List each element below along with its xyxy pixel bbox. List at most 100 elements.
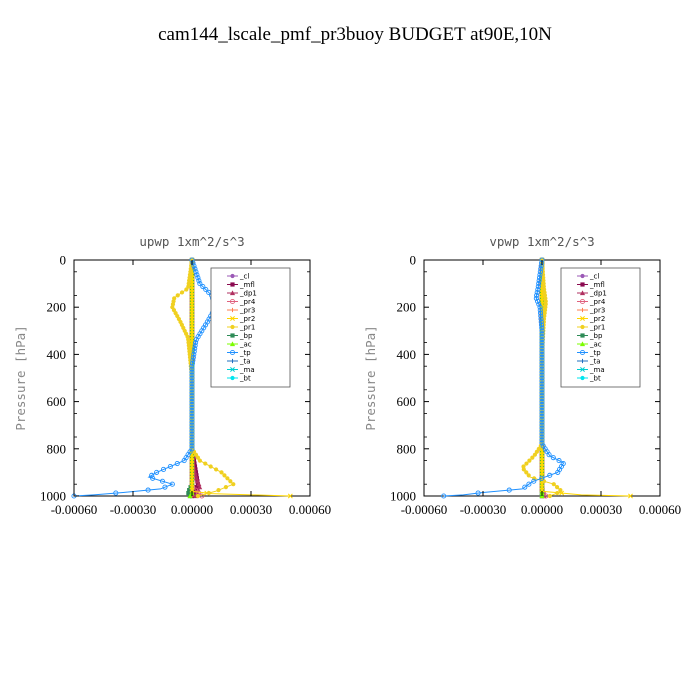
y-tick-label: 600 [397,394,417,409]
series-marker [189,378,195,384]
legend-label: _pr4 [239,298,256,306]
x-tick-label: 0.00000 [171,502,213,517]
series-marker [192,490,197,496]
series-marker [195,493,200,499]
series-marker [187,493,193,499]
series-marker [213,467,219,472]
series-marker [537,310,544,316]
legend-label: _pr4 [589,298,606,306]
series-marker [539,342,545,349]
series-marker [543,299,548,304]
series-marker [203,286,209,293]
series-marker [538,266,544,272]
series-marker [189,360,195,366]
series-marker [521,467,526,472]
panel-vpwp: vpwp 1xm^2/s^3 Pressure [hPa] -0.00060 -0… [363,234,681,517]
legend-label: _ma [589,366,605,374]
series-marker [539,369,545,375]
legend-label: _pr3 [239,307,255,315]
series-marker [524,461,529,466]
legend-marker [230,316,235,321]
series-marker [193,269,199,275]
series-marker [197,281,203,287]
legend-item: _pr2 [577,315,605,323]
legend-marker [229,290,236,296]
legend-item: _dp1 [227,290,257,298]
legend-label: _ac [589,341,602,349]
series-marker [189,422,195,428]
series-marker [558,488,563,493]
series-marker [189,396,195,402]
series-marker [189,366,195,372]
series-marker [189,393,195,399]
legend-marker [229,298,236,305]
series-marker [186,490,191,496]
series-marker [539,390,545,396]
x-tick-label: -0.00060 [51,502,98,517]
series-marker [538,322,545,328]
legend-marker [230,282,235,287]
series-marker [539,428,545,434]
series-marker [539,399,545,405]
legend-item: _ma [577,366,605,374]
legend-item: _bp [577,332,603,340]
series-marker [174,460,180,467]
legend-item: _mfl [227,281,255,289]
series-marker [190,260,196,266]
series-marker [547,493,552,499]
series-marker [539,345,545,352]
series-marker [441,493,447,499]
legend-item: _mfl [577,281,605,289]
series-marker [189,443,195,449]
legend-label: _cl [239,273,249,281]
legend-item: _tp [227,349,251,357]
legend-label: _mfl [239,281,255,289]
legend-label: _ac [239,341,252,349]
series-marker [184,287,189,292]
series-marker [556,458,562,464]
legend-marker [229,349,236,356]
series-marker [189,419,195,425]
series-marker [189,437,195,443]
series-marker [189,381,195,387]
legend-label: _ta [589,358,601,366]
legend-label: _ma [239,366,255,374]
legend-label: _tp [589,349,601,357]
y-tick-label: 800 [47,441,67,456]
series-marker [539,437,545,443]
series-marker [539,381,545,387]
series-marker [526,473,531,478]
series-marker [534,292,540,298]
series-marker [189,399,195,405]
legend-marker [229,341,236,347]
series-marker [538,319,544,325]
legend-item: _ac [227,341,252,349]
series-marker [522,484,528,490]
series-marker [539,354,545,360]
series-marker [181,458,187,464]
series-marker [539,422,545,428]
legend: _cl_mfl_dp1_pr4_pr3_pr2_pr1_bp_ac_tp_ta_… [210,267,291,388]
legend-marker [579,349,586,356]
legend-item: _pr1 [227,324,255,332]
series-marker [189,416,195,422]
series-marker [145,487,151,493]
legend-item: _ac [577,341,602,349]
series-marker [167,463,173,470]
series-marker [539,360,545,366]
legend: _cl_mfl_dp1_pr4_pr3_pr2_pr1_bp_ac_tp_ta_… [560,267,641,388]
series-marker [539,393,545,399]
legend-marker [579,298,586,305]
series-marker [216,488,221,493]
legend-marker [230,367,235,372]
legend-item: _cl [227,273,249,281]
series-marker [546,452,552,458]
series-marker [524,470,529,475]
legend-label: _pr3 [589,307,605,315]
series-marker [203,461,208,466]
series-marker [539,334,545,340]
series-marker [200,283,206,290]
legend-label: _pr2 [239,315,255,323]
legend-box [560,267,641,388]
